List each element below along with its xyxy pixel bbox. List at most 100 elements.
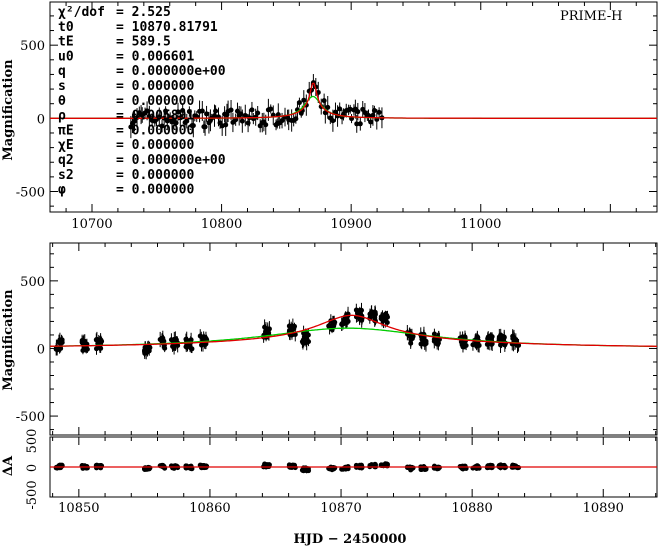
x-tick-label: 11000: [460, 217, 501, 232]
y-tick-label: 500: [20, 275, 45, 290]
parameter-value: = 0.005891: [116, 109, 194, 124]
data-point: [376, 109, 382, 115]
data-point: [354, 121, 360, 127]
data-point: [199, 108, 205, 114]
parameter-value: = 0.000000: [116, 138, 194, 153]
model-curve-green: [50, 327, 657, 348]
y-tick-label: 0: [37, 342, 45, 357]
data-point: [357, 121, 363, 127]
residual-point: [59, 463, 65, 469]
data-point: [368, 310, 374, 316]
y-tick-label: 0: [37, 112, 45, 127]
parameter-name: πE: [58, 123, 74, 138]
parameter-value: = 0.000000: [116, 168, 194, 183]
data-point: [296, 100, 302, 106]
data-point: [249, 107, 255, 113]
y-tick-label: 500: [25, 429, 40, 454]
dataset-label: PRIME-H: [560, 9, 622, 24]
data-point: [197, 333, 203, 339]
data-point: [189, 346, 195, 352]
data-point: [301, 340, 307, 346]
parameter-value: = 0.000000e+00: [116, 153, 226, 168]
data-point: [190, 123, 196, 129]
y-tick-label: -500: [16, 186, 45, 201]
parameter-value: = 0.006601: [116, 49, 194, 64]
data-point: [184, 118, 190, 124]
data-point: [160, 335, 166, 341]
x-tick-label: 10850: [58, 501, 99, 516]
parameter-name: q: [58, 64, 66, 79]
parameter-value: = 589.5: [116, 35, 171, 50]
data-point: [204, 111, 210, 117]
parameter-value: = 0.000000: [116, 79, 194, 94]
y-tick-label: 0: [25, 464, 40, 472]
data-point: [474, 334, 480, 340]
residual-point: [340, 466, 346, 472]
data-point: [186, 109, 192, 115]
parameter-name: χ²/dof: [58, 5, 105, 20]
data-point: [502, 342, 508, 348]
parameter-name: tE: [58, 35, 74, 50]
zoom-panel-frame: [49, 242, 658, 436]
data-point: [53, 346, 59, 352]
parameter-name: s: [58, 79, 66, 94]
data-point: [263, 122, 269, 128]
parameter-name: θ: [58, 94, 66, 109]
data-point: [484, 341, 490, 347]
x-axis-label: HJD − 2450000: [294, 532, 407, 546]
parameter-name: t0: [58, 20, 74, 35]
residual-y-label: ΔA: [1, 455, 16, 476]
data-point: [301, 97, 307, 103]
data-point: [372, 309, 378, 315]
data-point: [476, 342, 482, 348]
x-tick-label: 10900: [330, 217, 371, 232]
data-point: [142, 349, 148, 355]
data-point: [144, 108, 150, 114]
data-point: [159, 123, 165, 129]
data-point: [175, 109, 181, 115]
data-point: [173, 120, 179, 126]
data-point: [359, 307, 365, 313]
x-tick-label: 10870: [320, 501, 361, 516]
x-tick-label: 10860: [189, 501, 230, 516]
data-point: [142, 344, 148, 350]
parameter-name: q2: [58, 153, 74, 168]
data-point: [510, 335, 516, 341]
data-point: [239, 118, 245, 124]
data-point: [242, 112, 248, 118]
parameter-value: = 0.000000: [116, 123, 194, 138]
residual-point: [263, 462, 269, 468]
y-tick-label: 500: [20, 39, 45, 54]
data-point: [184, 337, 190, 343]
x-tick-label: 10890: [583, 501, 624, 516]
data-point: [500, 334, 506, 340]
y-tick-label: -500: [16, 410, 45, 425]
data-point: [268, 106, 274, 112]
y-tick-label: -500: [25, 480, 40, 509]
data-point: [325, 104, 331, 110]
data-point: [366, 113, 372, 119]
data-point: [368, 119, 374, 125]
residual-point: [142, 465, 148, 471]
residual-point: [368, 462, 374, 468]
data-point: [59, 339, 65, 345]
data-point: [263, 326, 269, 332]
data-point: [431, 331, 437, 337]
data-point: [132, 118, 138, 124]
x-tick-label: 10700: [71, 217, 112, 232]
parameter-name: s2: [58, 168, 74, 183]
model-curve-red: [49, 314, 657, 347]
parameter-name: u0: [58, 49, 74, 64]
parameter-name: ρ: [58, 109, 66, 124]
data-point: [180, 107, 186, 113]
data-point: [355, 109, 361, 115]
parameter-value: = 0.000000e+00: [116, 64, 226, 79]
parameter-name: χE: [58, 138, 74, 153]
parameter-value: = 0.000000: [116, 183, 194, 198]
data-point: [289, 327, 295, 333]
data-point: [516, 342, 522, 348]
x-tick-label: 10800: [201, 217, 242, 232]
data-point: [146, 348, 152, 354]
data-point: [213, 108, 219, 114]
